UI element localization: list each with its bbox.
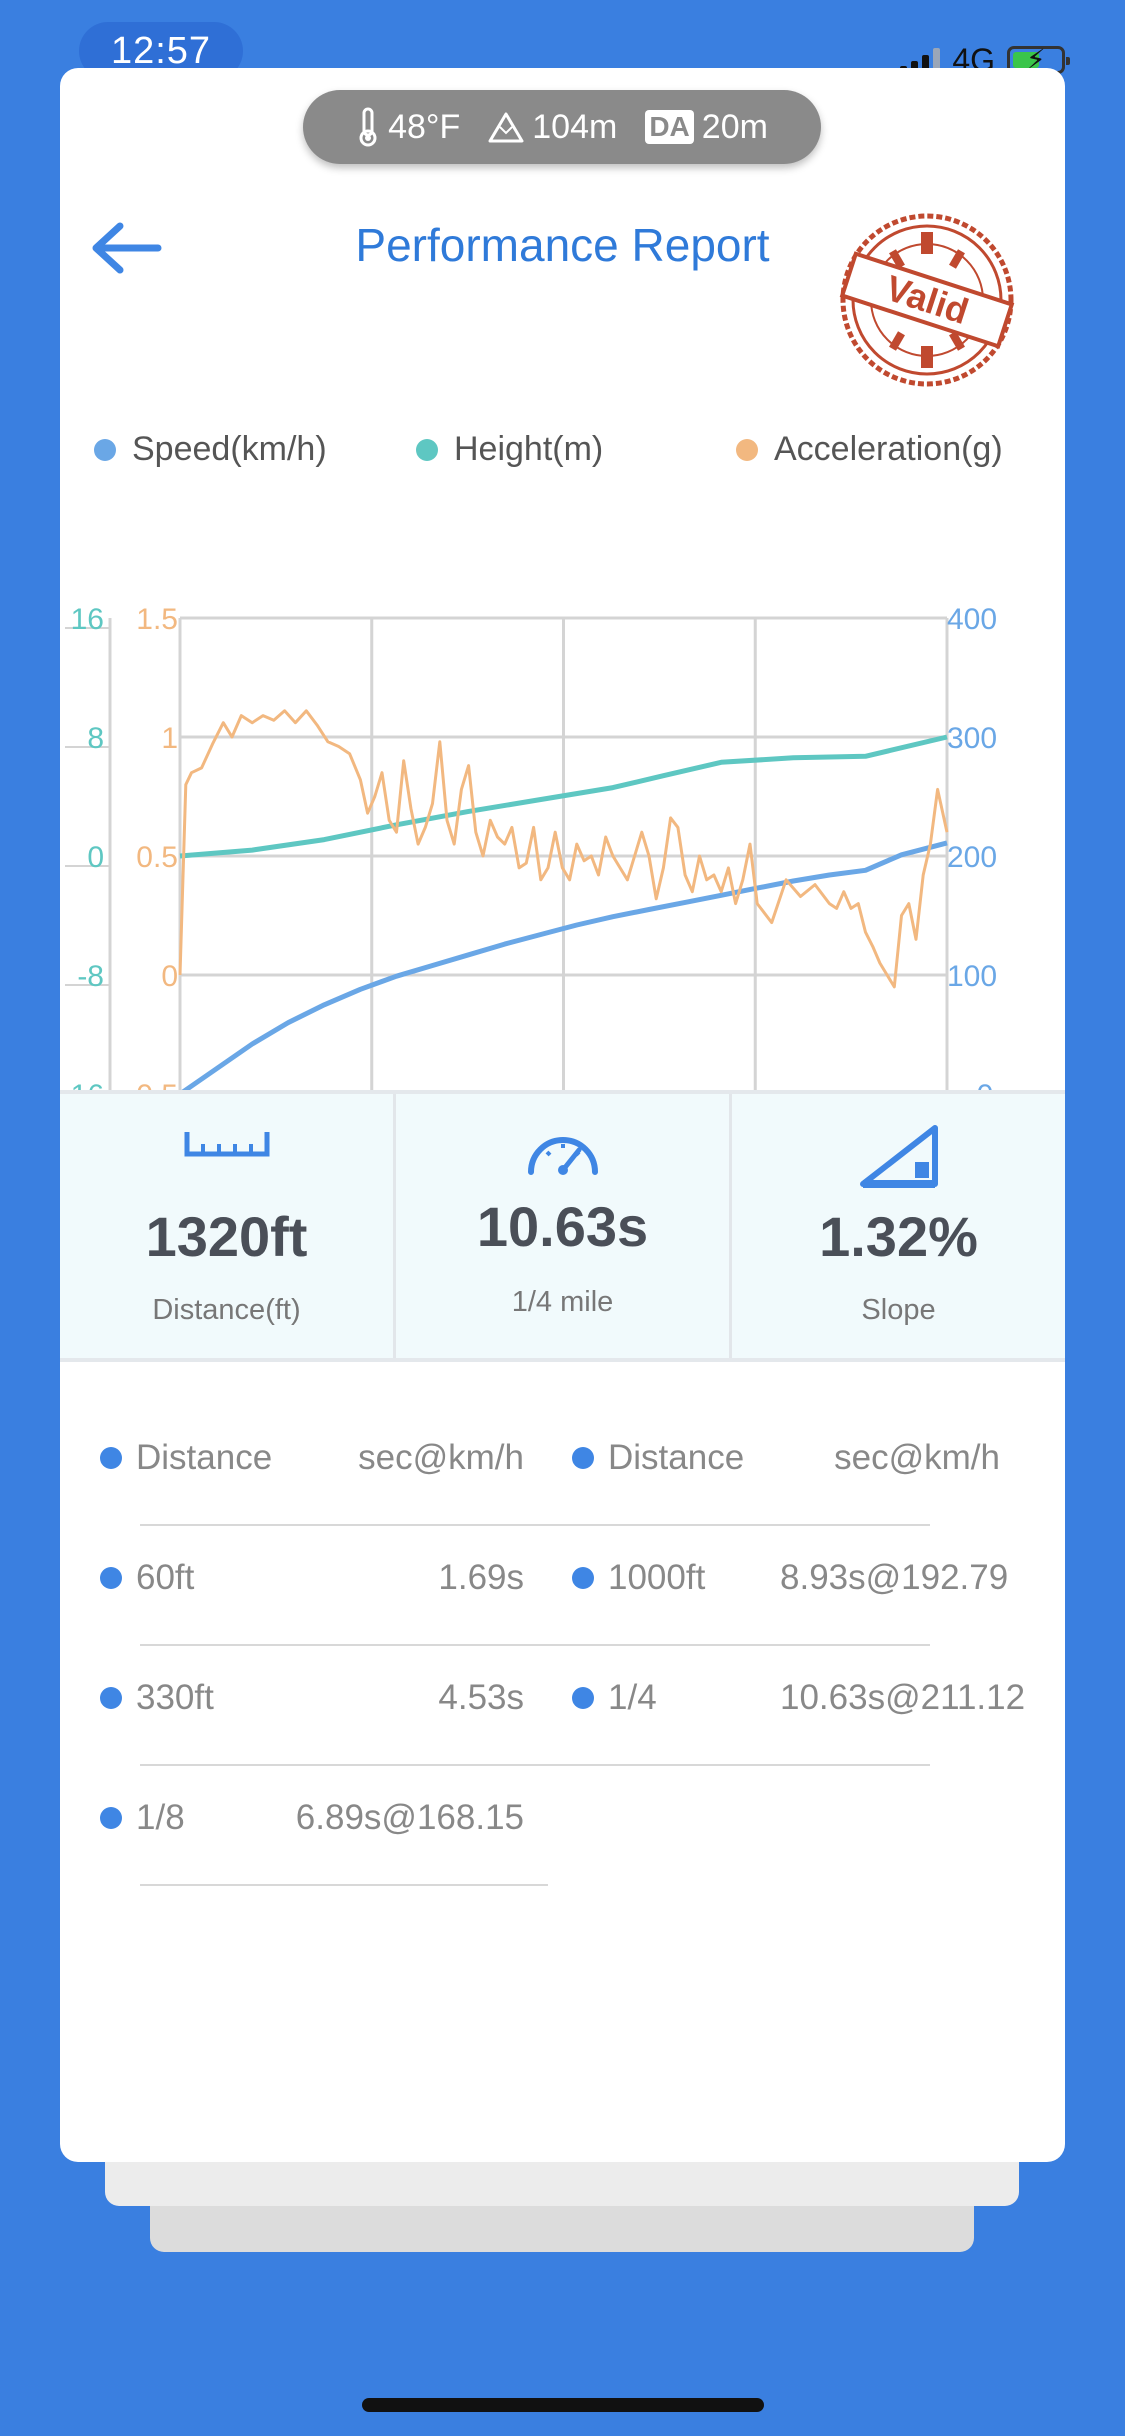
stat-distance: 1320ft Distance(ft) [60,1094,396,1360]
stat-slope-value: 1.32% [819,1205,978,1268]
row-divider [140,1524,930,1526]
speedometer-icon [527,1137,598,1175]
speed-tick-label: 300 [947,722,997,755]
page-title: Performance Report [355,219,770,271]
accel-tick-label: 0 [161,960,178,993]
split-time: 6.89s@168.15 [295,1798,524,1837]
chart-divider [60,1090,1065,1094]
height-tick-label: 8 [87,722,104,755]
altitude-item: 104m [488,108,617,147]
altitude-value: 104m [532,107,618,146]
height-tick-label: 16 [71,603,104,636]
series-line-accel [178,709,949,989]
slope-icon [859,1125,938,1188]
stats-panel: 1320ft Distance(ft) 10.63s 1/4 mile 1.32… [60,1094,1065,1360]
split-time: 10.63s@211.12 [780,1678,1026,1717]
legend-label-acceleration: Acceleration(g) [774,430,1003,468]
split-distance: 1/4 [608,1678,657,1717]
stat-slope: 1.32% Slope [732,1094,1065,1360]
temperature-item: 48°F [356,107,460,147]
speed-tick-label: 400 [947,603,997,636]
accel-tick-label: 1 [161,722,178,755]
splits-header-row: Distance sec@km/h Distance sec@km/h [60,1428,1065,1488]
legend-item-height: Height(m) [416,430,603,469]
stat-quarter-mile-label: 1/4 mile [511,1286,614,1318]
stat-distance-label: Distance(ft) [152,1294,301,1326]
speed-tick-label: 100 [947,960,997,993]
mountain-icon [488,112,524,143]
legend-item-acceleration: Acceleration(g) [736,430,1003,469]
table-row: 1/8 6.89s@168.15 [60,1788,1065,1848]
series-line-speed [178,840,948,1097]
home-indicator[interactable] [362,2398,764,2412]
conditions-pill: 48°F 104m DA 20m [303,90,821,164]
legend-label-speed: Speed(km/h) [132,430,327,468]
series-line-height [179,734,948,859]
header-time-right: sec@km/h [834,1438,1000,1477]
stats-divider [60,1358,1065,1362]
stat-quarter-mile-value: 10.63s [476,1195,649,1258]
thermometer-icon [359,107,377,147]
table-row: 60ft 1.69s 1000ft 8.93s@192.79 [60,1548,1065,1608]
speed-tick-label: 200 [947,841,997,874]
header-distance-left: Distance [136,1438,273,1477]
row-divider [140,1644,930,1646]
chart-legend: Speed(km/h) Height(m) Acceleration(g) [60,430,1065,480]
density-altitude-value: 20m [701,107,768,146]
height-tick-label: 0 [87,841,104,874]
header-distance-right: Distance [608,1438,745,1477]
legend-item-speed: Speed(km/h) [94,430,327,469]
split-distance: 1/8 [136,1798,185,1837]
stat-distance-value: 1320ft [145,1205,308,1268]
header-time-left: sec@km/h [358,1438,524,1477]
stat-slope-label: Slope [861,1294,936,1326]
stat-quarter-mile: 10.63s 1/4 mile [396,1094,732,1360]
row-divider [140,1764,930,1766]
split-time: 8.93s@192.79 [780,1558,1009,1597]
da-badge: DA [645,110,694,144]
height-tick-label: -8 [77,960,104,993]
accel-tick-label: 1.5 [136,603,178,636]
split-time: 1.69s [438,1558,524,1597]
split-distance: 60ft [136,1558,195,1597]
density-altitude-item: DA 20m [645,108,768,147]
split-distance: 330ft [136,1678,214,1717]
back-arrow-icon[interactable] [88,218,164,278]
split-time: 4.53s [438,1678,524,1717]
split-distance: 1000ft [608,1558,706,1597]
temperature-value: 48°F [388,107,461,146]
legend-label-height: Height(m) [454,430,604,468]
row-divider [140,1884,548,1886]
table-row: 330ft 4.53s 1/4 10.63s@211.12 [60,1668,1065,1728]
report-card: 48°F 104m DA 20m Performance Report [60,68,1065,2162]
ruler-icon [184,1132,269,1157]
accel-tick-label: 0.5 [136,841,178,874]
valid-stamp: Valid [839,213,1015,387]
